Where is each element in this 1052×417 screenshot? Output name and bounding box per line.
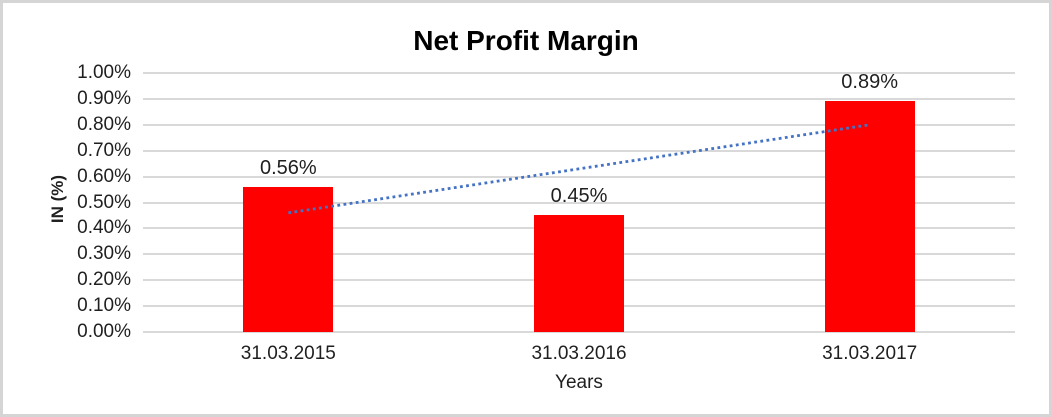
y-tick-label: 0.10%: [77, 295, 131, 317]
bar: [534, 215, 624, 332]
bar: [243, 186, 334, 332]
bar-data-label: 0.56%: [259, 156, 317, 179]
y-tick-label: 0.40%: [77, 217, 131, 239]
y-tick-label: 0.70%: [77, 139, 131, 161]
bar-data-label: 0.45%: [550, 185, 608, 208]
gridline: [143, 97, 1015, 100]
y-tick-label: 0.00%: [77, 321, 131, 342]
x-tick-label: 31.03.2017: [822, 343, 918, 364]
y-tick-label: 0.50%: [77, 191, 131, 213]
y-tick-label: 1.00%: [77, 62, 131, 83]
x-tick-label: 31.03.2015: [240, 343, 336, 364]
x-axis-title: Years: [555, 372, 603, 393]
chart-title: Net Profit Margin: [413, 25, 639, 56]
y-tick-label: 0.60%: [77, 165, 131, 187]
x-tick-label: 31.03.2016: [531, 343, 627, 364]
y-tick-label: 0.30%: [77, 243, 131, 265]
bar: [824, 101, 915, 332]
y-tick-label: 0.80%: [77, 113, 131, 135]
gridline: [143, 331, 1015, 333]
bar-data-label: 0.89%: [841, 71, 899, 94]
gridline: [143, 72, 1015, 74]
y-tick-label: 0.90%: [77, 87, 131, 109]
y-tick-label: 0.20%: [77, 269, 131, 291]
